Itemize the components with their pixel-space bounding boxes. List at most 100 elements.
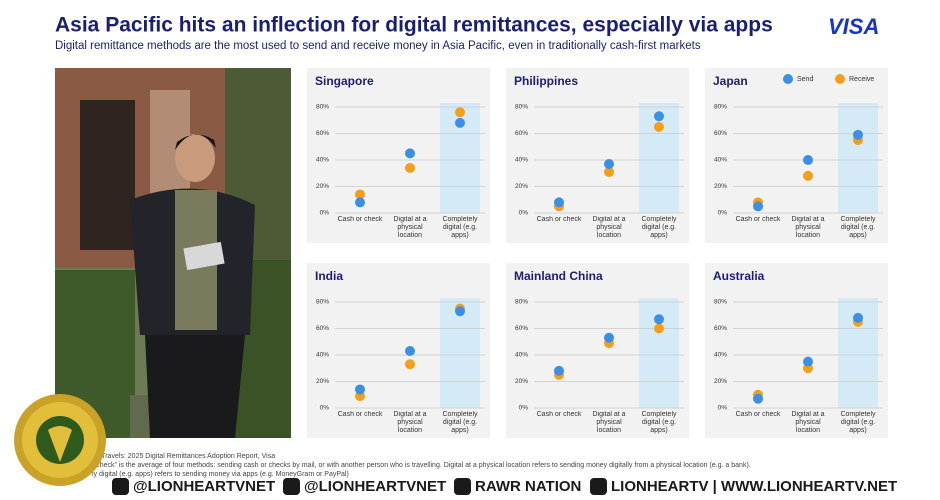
data-point [355,189,365,200]
footnote: ly digital (e.g. apps) refers to sending… [92,471,349,478]
x-tick-label-box: Digital at a physical location [791,411,825,434]
x-tick-label-box: Cash or check [735,216,781,223]
y-tick-label: 0% [519,405,529,412]
y-tick-label: 40% [316,352,329,359]
social-handle: @LIONHEARTVNET [133,478,275,495]
x-tick-label: Digital at a physical location [791,411,825,434]
y-tick-label: 0% [718,210,728,217]
data-point [654,121,664,132]
photo [55,68,291,438]
x-tick-label: Completely digital (e.g. apps) [641,411,677,434]
data-point [405,359,415,370]
social-icon [283,478,300,495]
data-point [355,197,365,208]
highlight-band [440,298,480,408]
data-point [405,148,415,159]
x-tick-label: Completely digital (e.g. apps) [840,411,876,434]
x-tick-label: Cash or check [735,216,781,223]
y-tick-label: 40% [316,157,329,164]
data-point [405,162,415,173]
social-handle: @LIONHEARTVNET [304,478,446,495]
y-tick-label: 0% [718,405,728,412]
social-icon [112,478,129,495]
chart-title: Singapore [315,74,374,88]
subtitle: Digital remittance methods are the most … [55,40,701,52]
highlight-band [838,103,878,213]
x-tick-label-box: Digital at a physical location [393,216,427,239]
y-tick-label: 60% [714,325,727,332]
social-icon [590,478,607,495]
y-tick-label: 0% [320,210,330,217]
y-tick-label: 40% [515,157,528,164]
title: Asia Pacific hits an inflection for digi… [55,14,773,37]
chart-panel: India 0% 20% 40% 60% 80% Cash or check Digital … [307,263,490,438]
highlight-band [639,103,679,213]
data-point [405,346,415,357]
y-tick-label: 80% [515,299,528,306]
chart-panel: Australia 0% 20% 40% 60% 80% Cash or check Digi… [705,263,888,438]
y-tick-label: 80% [316,104,329,111]
y-tick-label: 60% [515,325,528,332]
legend-label: Receive [849,76,874,83]
y-tick-label: 80% [714,104,727,111]
chart-title: Philippines [514,74,578,88]
x-tick-label: Digital at a physical location [592,216,626,239]
x-tick-label-box: Digital at a physical location [393,411,427,434]
y-tick-label: 80% [316,299,329,306]
y-tick-label: 20% [714,183,727,190]
x-tick-label: Cash or check [536,216,582,223]
lion-logo [14,394,106,486]
data-point [355,384,365,395]
x-tick-label-box: Cash or check [338,411,383,418]
x-tick-label: Completely digital (e.g. apps) [442,216,478,239]
y-tick-label: 80% [714,299,727,306]
chart-title: Australia [713,269,765,283]
legend-label: Send [797,76,813,83]
x-tick-label: Digital at a physical location [393,411,427,434]
x-tick-label: Completely digital (e.g. apps) [641,216,677,239]
x-tick-label: Digital at a physical location [592,411,626,434]
legend-marker [835,74,845,84]
x-tick-label-box: Completely digital (e.g. apps) [442,411,477,434]
y-tick-label: 20% [316,183,329,190]
y-tick-label: 40% [714,352,727,359]
data-point [455,117,465,128]
footnote: r check” is the average of four methods:… [92,462,751,469]
x-tick-label-box: Completely digital (e.g. apps) [641,411,677,434]
x-tick-label-box: Digital at a physical location [791,216,824,239]
visa-logo: VISA [828,14,879,39]
x-tick-label-box: Cash or check [337,216,383,223]
social-icon [454,478,471,495]
x-tick-label-box: Completely digital (e.g. apps) [442,216,478,239]
footnote: ey Travels: 2025 Digital Remittances Ado… [92,453,275,460]
legend-marker [783,74,793,84]
x-tick-label-box: Completely digital (e.g. apps) [840,411,876,434]
data-point [654,323,664,334]
chart-panel: Mainland China 0% 20% 40% 60% 80% Cash or chec… [506,263,689,438]
y-tick-label: 20% [515,183,528,190]
y-tick-label: 20% [316,378,329,385]
data-point [455,306,465,317]
x-tick-label-box: Digital at a physical location [592,411,626,434]
data-point [753,201,763,212]
x-tick-label: Cash or check [337,216,383,223]
x-tick-label-box: Completely digital (e.g. apps) [641,216,677,239]
y-tick-label: 40% [714,157,727,164]
x-tick-label: Cash or check [536,411,582,418]
x-tick-label: Cash or check [735,411,781,418]
data-point [853,312,863,323]
data-point [604,166,614,177]
x-tick-label-box: Cash or check [536,216,582,223]
y-tick-label: 60% [316,325,329,332]
chart-title: India [315,269,343,283]
data-point [803,170,813,181]
data-point [554,197,564,208]
y-tick-label: 60% [714,130,727,137]
y-tick-label: 0% [519,210,529,217]
chart-panel: Singapore 0% 20% 40% 60% 80% Cash or check Digi… [307,68,490,243]
x-tick-label: Completely digital (e.g. apps) [840,216,876,239]
x-tick-label: Digital at a physical location [393,216,427,239]
social-handle: RAWR NATION [475,478,581,495]
x-tick-label-box: Cash or check [735,411,781,418]
